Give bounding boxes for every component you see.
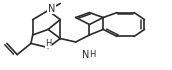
Text: N: N xyxy=(82,50,89,60)
Text: H: H xyxy=(89,50,96,59)
Text: N: N xyxy=(48,4,55,14)
Text: H: H xyxy=(45,39,51,48)
